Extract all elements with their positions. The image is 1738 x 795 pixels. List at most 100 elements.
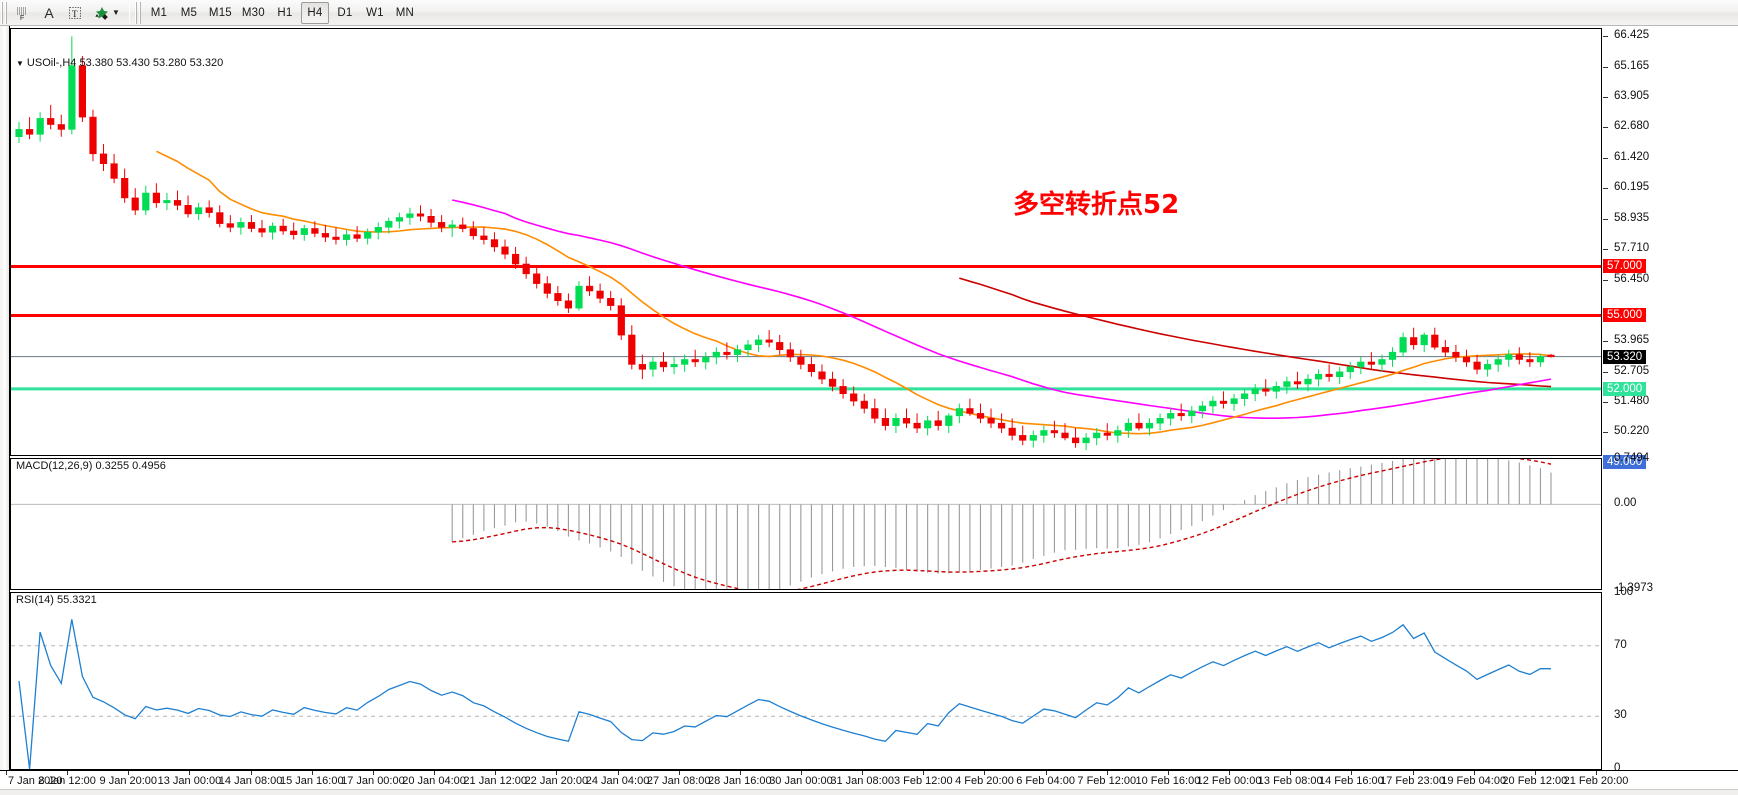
price-level-tag[interactable]: 52.000	[1603, 381, 1647, 396]
price-pane-canvas	[11, 29, 1601, 455]
time-axis-label: 15 Jan 16:00	[279, 775, 344, 787]
macd-axis-label: -1.3973	[1614, 582, 1654, 594]
timeframe-w1[interactable]: W1	[361, 2, 389, 24]
chevron-down-icon[interactable]: ▼	[16, 59, 24, 68]
time-axis-label: 31 Jan 08:00	[830, 775, 894, 787]
time-axis-tick	[984, 771, 986, 775]
time-axis-label: 30 Jan 00:00	[769, 775, 833, 787]
time-axis-label: 14 Jan 08:00	[218, 775, 283, 787]
time-axis-tick	[372, 771, 374, 775]
grid-f-icon[interactable]: F	[11, 2, 35, 24]
time-axis-tick	[556, 771, 558, 775]
price-axis-tick	[1603, 188, 1608, 190]
rsi-axis-label: 100	[1614, 586, 1634, 598]
price-axis-tick	[1603, 66, 1608, 68]
time-axis-label: 12 Feb 00:00	[1196, 775, 1262, 787]
timeframe-d1[interactable]: D1	[331, 2, 359, 24]
text-box-icon[interactable]: T	[63, 2, 87, 24]
toolbar-separator	[128, 2, 130, 23]
rsi-axis-label: 30	[1614, 709, 1627, 722]
price-axis-label: 51.480	[1614, 394, 1650, 407]
price-level-tag[interactable]: 49.000	[1603, 455, 1647, 470]
price-axis-label: 56.450	[1614, 272, 1650, 285]
timeframe-m15[interactable]: M15	[205, 2, 236, 24]
time-axis-tick	[1045, 771, 1047, 775]
time-axis-tick	[1596, 771, 1597, 775]
price-axis-label: 65.165	[1614, 59, 1650, 72]
timeframe-grip[interactable]	[134, 1, 142, 24]
timeframe-m1[interactable]: M1	[145, 2, 173, 24]
price-chart-svg	[11, 36, 1601, 451]
time-axis-label: 27 Jan 08:00	[646, 775, 711, 787]
svg-text:F: F	[20, 15, 24, 21]
time-axis-tick	[1229, 771, 1231, 775]
time-axis-label: 17 Jan 00:00	[341, 775, 405, 787]
time-axis-label: 21 Jan 12:00	[463, 775, 528, 787]
time-axis-tick	[1351, 771, 1353, 775]
timeframe-w1-label: W1	[366, 6, 384, 19]
price-level-tag[interactable]: 53.320	[1603, 349, 1647, 364]
timeframe-m30-label: M30	[241, 6, 265, 19]
time-axis-tick	[128, 771, 130, 775]
left-scale-rail[interactable]	[0, 26, 10, 795]
macd-legend: MACD(12,26,9) 0.3255 0.4956	[16, 460, 166, 472]
time-axis-tick	[1167, 771, 1169, 775]
price-axis-label: 63.905	[1614, 90, 1650, 103]
price-axis-label: 66.425	[1614, 28, 1650, 41]
symbol-legend: ▼ USOil-,H4 53.380 53.430 53.280 53.320	[14, 57, 223, 69]
price-axis-tick	[1603, 401, 1608, 403]
price-axis-label: 52.705	[1614, 364, 1650, 377]
toolbar-grip[interactable]	[1, 1, 8, 24]
time-axis-label: 20 Feb 12:00	[1502, 775, 1568, 787]
shapes-icon[interactable]: ▼	[89, 2, 124, 24]
price-level-tag[interactable]: 57.000	[1603, 259, 1647, 274]
price-level-tag[interactable]: 55.000	[1603, 308, 1647, 323]
time-axis-label: 21 Feb 20:00	[1563, 775, 1629, 787]
time-axis-label: 8 Jan 12:00	[38, 775, 96, 787]
timeframe-h4[interactable]: H4	[300, 1, 329, 24]
time-axis-tick	[6, 771, 7, 775]
time-axis-tick	[678, 771, 680, 775]
time-axis-tick	[923, 771, 925, 775]
macd-pane-canvas	[11, 459, 1601, 589]
time-axis-label: 22 Jan 20:00	[524, 775, 589, 787]
time-axis-tick	[1106, 771, 1108, 775]
time-axis-label: 6 Feb 04:00	[1016, 775, 1075, 787]
time-axis-label: 7 Jan 2020	[8, 775, 63, 787]
time-axis-label: 17 Feb 23:00	[1380, 775, 1445, 787]
timeframe-mn[interactable]: MN	[391, 2, 419, 24]
time-axis-tick	[311, 771, 313, 775]
price-axis-tick	[1603, 432, 1608, 434]
grid-f-icon-svg: F	[17, 7, 27, 21]
price-axis-label: 58.935	[1614, 212, 1650, 225]
timeframe-m5[interactable]: M5	[175, 2, 203, 24]
time-axis-label: 24 Jan 04:00	[585, 775, 650, 787]
time-axis-label: 13 Feb 08:00	[1257, 775, 1323, 787]
time-axis-label: 4 Feb 20:00	[955, 775, 1014, 787]
macd-pane[interactable]	[10, 458, 1602, 590]
time-axis-label: 28 Jan 16:00	[708, 775, 772, 787]
time-axis-tick	[67, 771, 69, 775]
price-axis[interactable]: 66.425 65.165 63.905 62.680 61.420 60.195 58.9…	[1602, 26, 1738, 795]
status-bar	[0, 789, 1738, 795]
timeframe-h1[interactable]: H1	[271, 2, 299, 24]
price-axis-label: 57.710	[1614, 242, 1650, 255]
rsi-chart-svg	[11, 619, 1601, 769]
rsi-axis-label: 70	[1614, 638, 1627, 651]
chart-area: ▼ USOil-,H4 53.380 53.430 53.280 53.320 多…	[0, 26, 1738, 795]
time-axis-label: 10 Feb 16:00	[1135, 775, 1201, 787]
timeframe-mn-label: MN	[395, 6, 415, 19]
time-axis-tick	[495, 771, 497, 775]
timeframe-m30[interactable]: M30	[238, 2, 269, 24]
time-axis-tick	[739, 771, 741, 775]
time-axis-tick	[250, 771, 252, 775]
letter-a-icon[interactable]: A	[37, 2, 61, 24]
rsi-pane[interactable]	[10, 592, 1602, 770]
price-axis-tick	[1603, 249, 1608, 251]
time-axis-tick	[1534, 771, 1536, 775]
price-axis-tick	[1603, 279, 1608, 281]
price-axis-label: 53.965	[1614, 333, 1650, 346]
chevron-down-icon[interactable]: ▼	[112, 8, 120, 17]
price-pane[interactable]	[10, 28, 1602, 456]
